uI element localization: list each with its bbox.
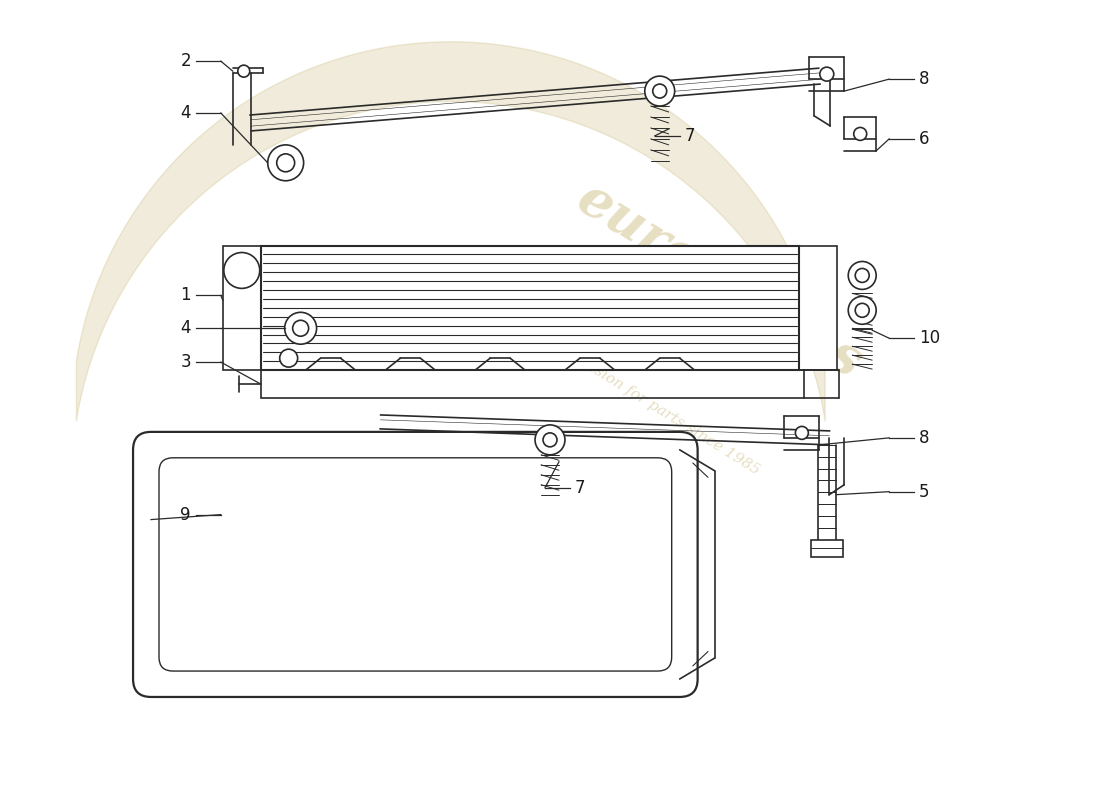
Circle shape (543, 433, 557, 447)
Text: 8: 8 (920, 429, 929, 447)
Circle shape (795, 426, 808, 439)
Text: eurospares: eurospares (568, 172, 871, 389)
Text: 6: 6 (920, 130, 929, 148)
Bar (800, 246, 837, 370)
Circle shape (645, 76, 674, 106)
Text: 4: 4 (180, 104, 191, 122)
Bar (261, 370, 804, 398)
Text: 7: 7 (684, 127, 695, 145)
Text: 5: 5 (920, 482, 929, 501)
Text: 4: 4 (180, 319, 191, 338)
Circle shape (267, 145, 304, 181)
Text: 10: 10 (920, 330, 940, 347)
FancyBboxPatch shape (133, 432, 697, 697)
Circle shape (238, 65, 250, 77)
Circle shape (652, 84, 667, 98)
Text: a passion for parts since 1985: a passion for parts since 1985 (557, 342, 762, 478)
Circle shape (848, 262, 877, 290)
Circle shape (855, 269, 869, 282)
Circle shape (285, 312, 317, 344)
Circle shape (293, 320, 309, 336)
Circle shape (855, 303, 869, 318)
Circle shape (848, 296, 877, 324)
Bar (223, 246, 261, 370)
Circle shape (535, 425, 565, 455)
Circle shape (854, 127, 867, 141)
Text: 8: 8 (920, 70, 929, 88)
Text: 1: 1 (180, 286, 191, 304)
Text: 7: 7 (575, 478, 585, 497)
Bar (261, 246, 800, 370)
Text: 9: 9 (180, 506, 191, 524)
Circle shape (277, 154, 295, 172)
Circle shape (223, 253, 260, 288)
Bar (812, 539, 844, 558)
Text: 3: 3 (180, 353, 191, 371)
Circle shape (820, 67, 834, 81)
Text: 2: 2 (180, 52, 191, 70)
Circle shape (279, 349, 298, 367)
